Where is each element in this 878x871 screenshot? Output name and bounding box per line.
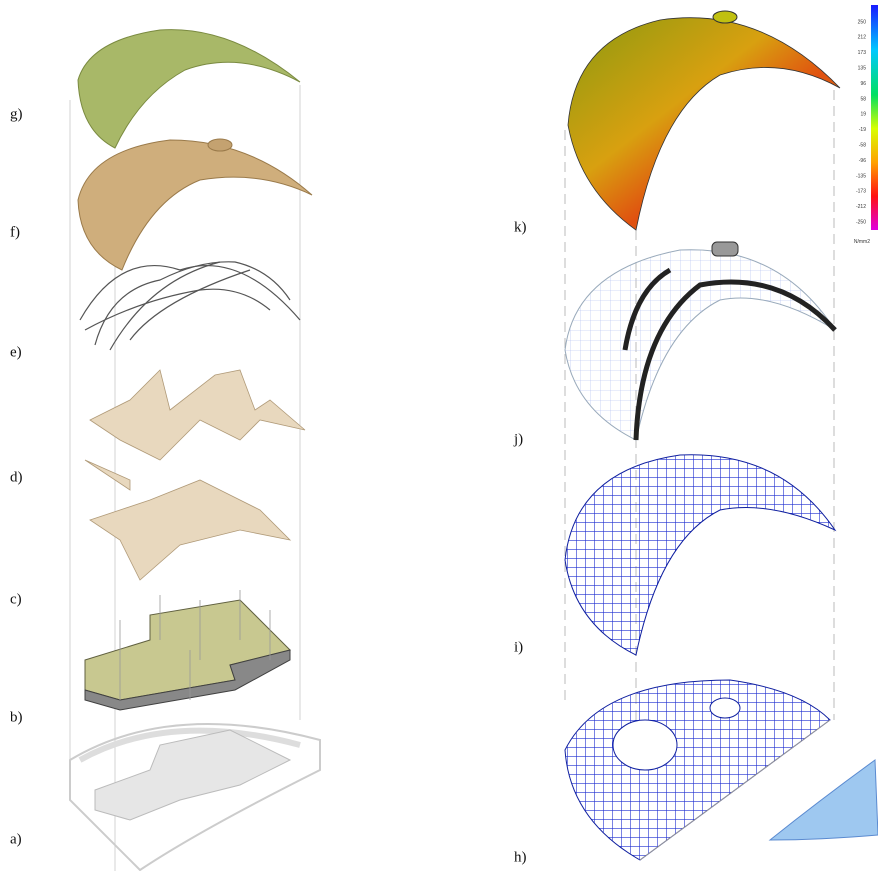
legend: 250 212 173 135 96 58 19 -19 -58 -96 -135 -173 -212 -… bbox=[854, 19, 870, 245]
tan-shell bbox=[78, 140, 312, 270]
label: d) bbox=[10, 469, 23, 485]
legend-tick-label: 212 bbox=[858, 35, 867, 41]
label: b) bbox=[10, 709, 23, 725]
detail-inset bbox=[770, 760, 878, 840]
wireframe-shell bbox=[565, 250, 835, 440]
legend-tick-label: 173 bbox=[858, 50, 867, 56]
steel-ring bbox=[712, 242, 738, 256]
figure: 250 212 173 135 96 58 19 -19 -58 -96 -135 -173 -212 -… bbox=[0, 0, 878, 871]
label: i) bbox=[514, 639, 523, 655]
label: g) bbox=[10, 106, 23, 122]
label: a) bbox=[10, 831, 22, 847]
green-shell bbox=[78, 30, 300, 148]
stress-shell bbox=[568, 18, 840, 230]
mesh-shell bbox=[565, 455, 835, 655]
label: e) bbox=[10, 344, 22, 360]
arches bbox=[80, 262, 300, 350]
site-plan bbox=[70, 724, 320, 870]
tan-shell-opening bbox=[208, 139, 232, 151]
floor-structure bbox=[85, 590, 290, 710]
legend-tick-label: 19 bbox=[860, 112, 866, 118]
panels bbox=[85, 370, 305, 580]
legend-unit: N/mm2 bbox=[854, 239, 870, 245]
label: c) bbox=[10, 591, 22, 607]
opening bbox=[710, 698, 740, 718]
label: k) bbox=[514, 219, 527, 235]
legend-colorbar bbox=[871, 5, 878, 230]
opening bbox=[613, 720, 677, 770]
legend-tick-label: 96 bbox=[860, 81, 866, 87]
legend-tick-label: -135 bbox=[856, 173, 866, 179]
label: f) bbox=[10, 224, 20, 240]
legend-tick-label: -250 bbox=[856, 220, 866, 226]
label: j) bbox=[513, 431, 523, 447]
legend-tick-label: -173 bbox=[856, 189, 866, 195]
legend-tick-label: 58 bbox=[860, 96, 866, 102]
legend-tick-label: -212 bbox=[856, 204, 866, 210]
legend-tick-label: 135 bbox=[858, 66, 867, 72]
label: h) bbox=[514, 849, 527, 865]
legend-tick-label: -58 bbox=[859, 143, 866, 149]
legend-tick-label: -19 bbox=[859, 127, 866, 133]
legend-tick-label: -96 bbox=[859, 158, 866, 164]
stress-shell-opening bbox=[713, 11, 737, 23]
legend-tick-label: 250 bbox=[858, 19, 867, 25]
